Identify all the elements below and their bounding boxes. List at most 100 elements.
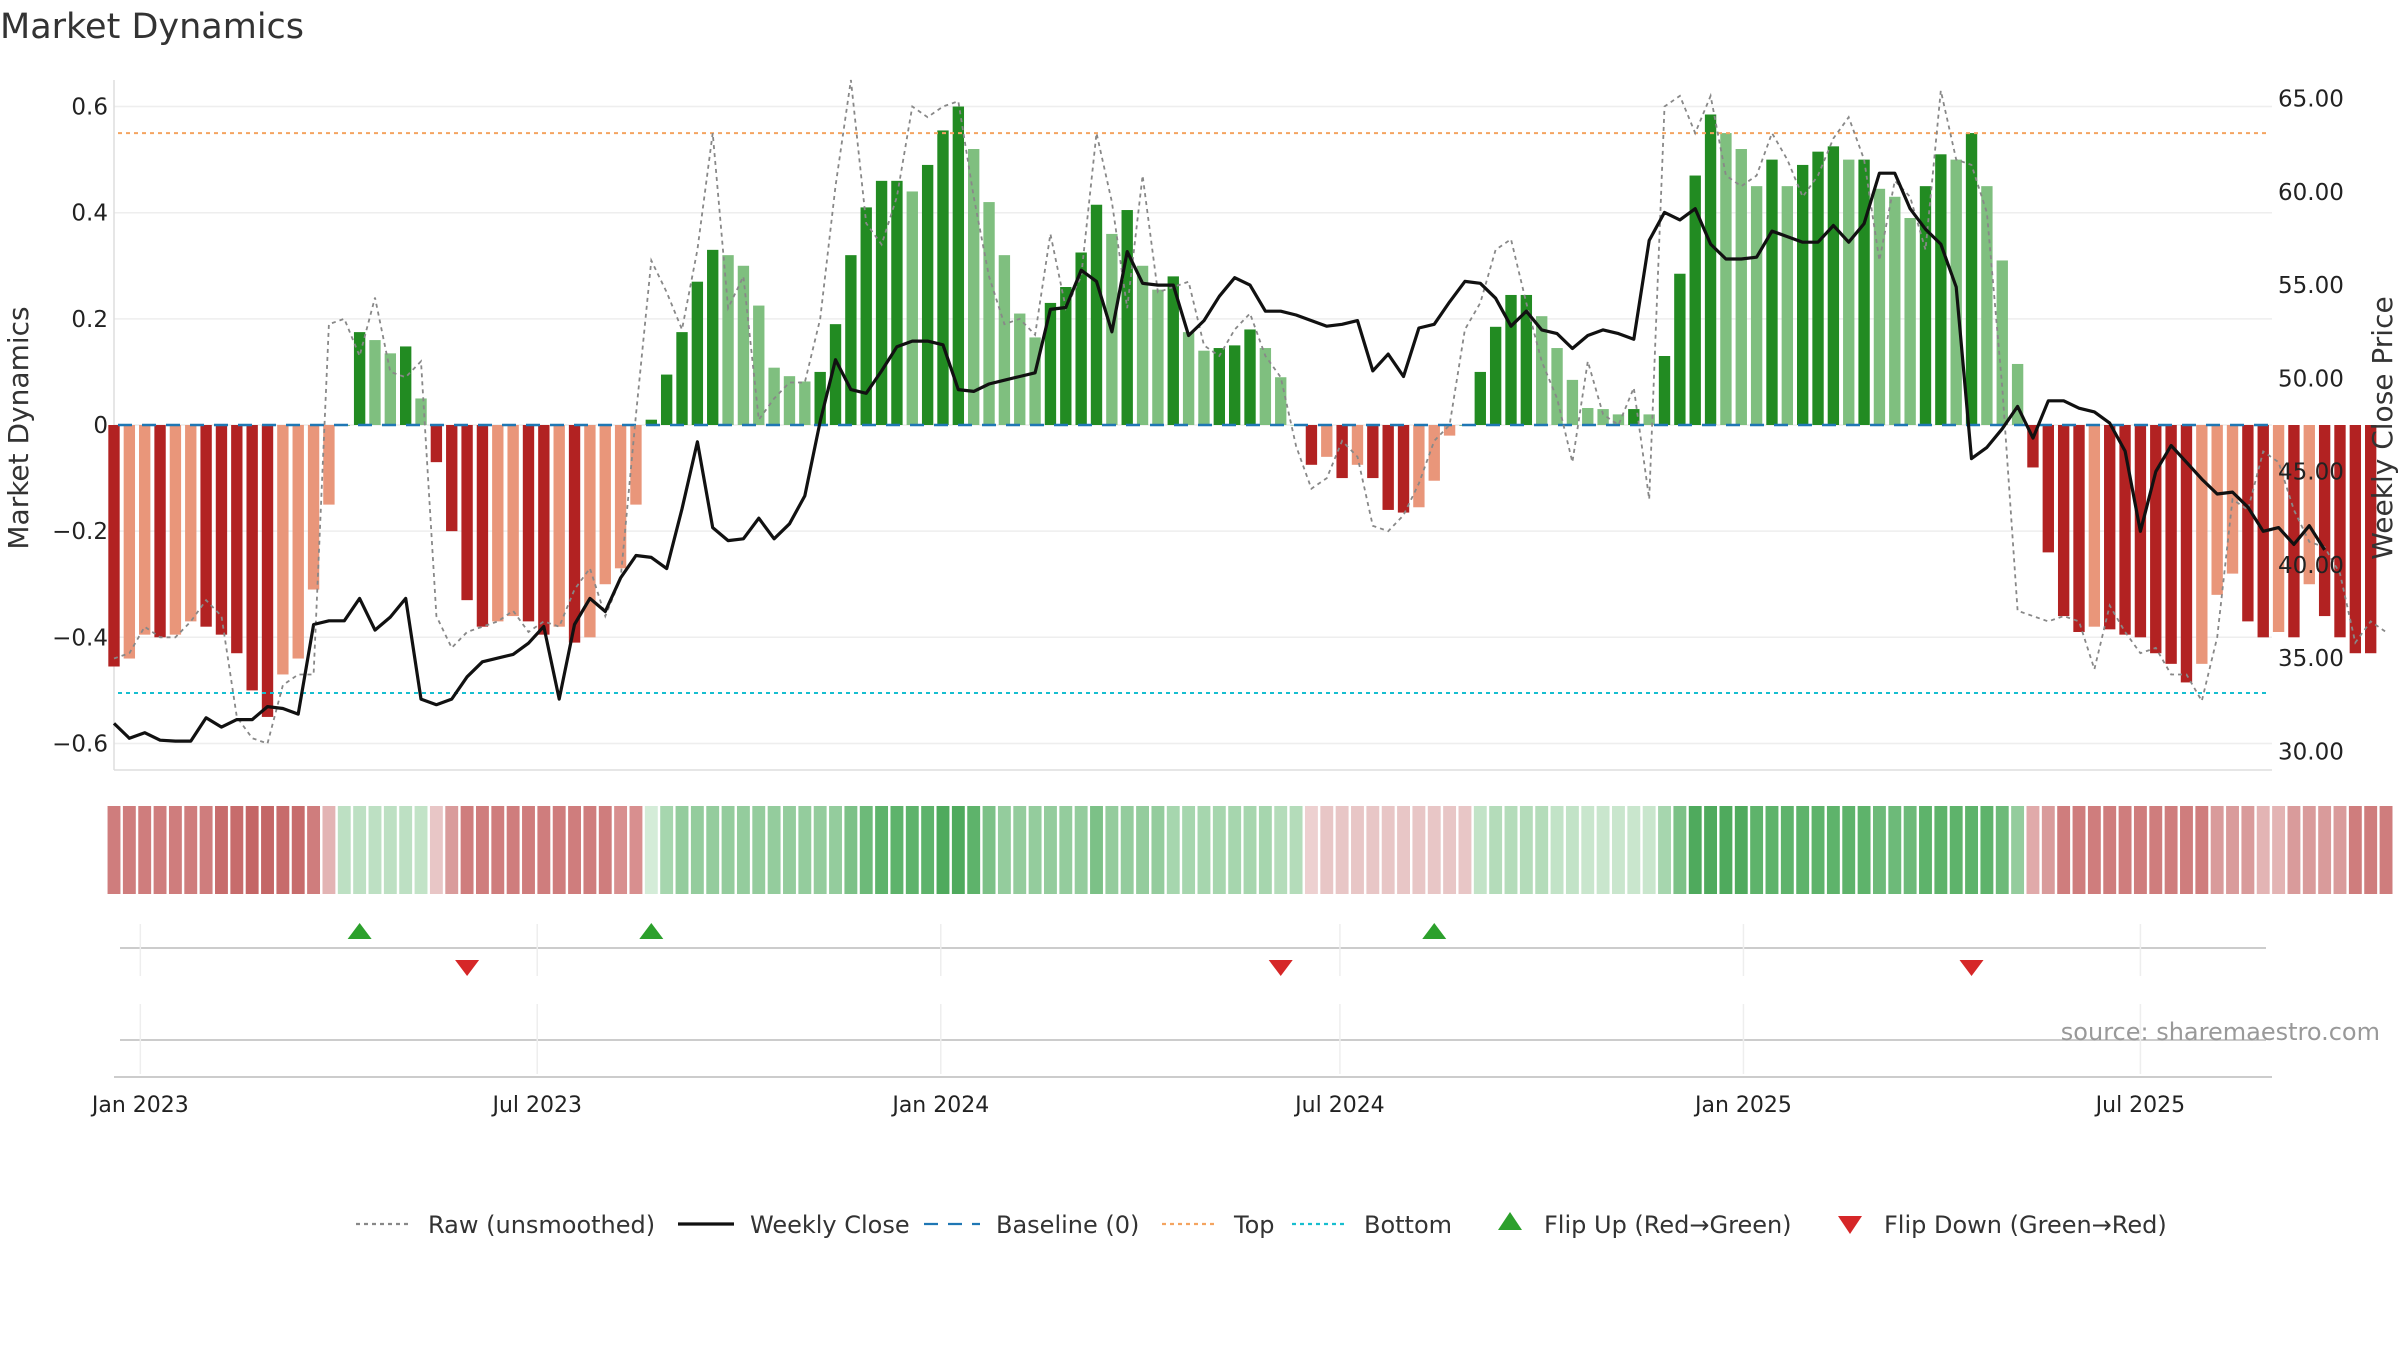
strip-cell [2348,806,2362,894]
strip-cell [2318,806,2332,894]
momentum-bar [1075,252,1087,425]
momentum-bar [1674,273,1686,425]
momentum-bar [2365,425,2377,654]
strip-cell [1519,806,1533,894]
strip-cell [2256,806,2270,894]
strip-cell [2302,806,2316,894]
strip-cell [1304,806,1318,894]
momentum-bar [2104,425,2116,630]
momentum-bar [123,425,136,659]
momentum-bar [1935,154,1947,426]
momentum-bar [2027,425,2039,468]
strip-cell [1166,806,1180,894]
strip-cell [1351,806,1364,894]
momentum-bar [2303,425,2315,585]
momentum-bar [2011,363,2024,425]
strip-cell [644,806,658,894]
strip-cell [153,806,167,894]
momentum-bar [1060,287,1072,425]
left-y-tick-label: −0.2 [52,519,108,545]
source-note: source: sharemaestro.com [2061,1018,2380,1046]
left-y-tick-label: 0 [93,413,108,439]
strip-cell [184,806,198,894]
legend-item-flip_down: Flip Down (Green→Red) [1838,1211,2167,1239]
momentum-bar [1121,210,1133,425]
strip-cell [2133,806,2147,894]
momentum-bar [1428,425,1440,481]
momentum-bar [261,425,274,717]
momentum-bar [630,425,642,505]
momentum-bar [660,374,673,425]
strip-cell [1811,806,1825,894]
momentum-bar [507,425,519,617]
momentum-bar [384,353,397,425]
momentum-bar [492,425,504,622]
strip-cell [614,806,628,894]
legend-flip-up-marker [1498,1212,1522,1230]
right-y-tick-label: 35.00 [2278,646,2344,672]
momentum-bar [1658,356,1671,425]
strip-cell [429,806,443,894]
momentum-bar [1812,151,1824,425]
legend-item-top: Top [1162,1211,1275,1239]
strip-cell [1995,806,2009,894]
flip-markers [347,923,1984,976]
momentum-bar [1321,425,1333,457]
momentum-bar [1981,186,1993,425]
strip-cell [1949,806,1963,894]
momentum-bar [292,425,304,659]
strip-cell [2149,806,2163,894]
momentum-bar [200,425,212,627]
strip-cell [2011,806,2025,894]
strip-cell [552,806,566,894]
strip-cell [1888,806,1902,894]
momentum-bar [1505,294,1517,425]
momentum-bar [860,207,872,425]
momentum-bar [1489,326,1502,425]
right-y-tick-label: 55.00 [2278,273,2344,299]
strip-cell [2241,806,2255,894]
bottom-panel-gridlines [139,1004,2142,1074]
strip-cell [629,806,643,894]
strip-cell [1965,806,1978,894]
strip-cell [1642,806,1656,894]
momentum-bar [1919,186,1932,425]
momentum-bar [737,265,750,425]
strip-cell [2364,806,2378,894]
momentum-bar [1889,196,1901,425]
left-y-tick-label: 0.2 [71,307,108,333]
momentum-bar [722,255,734,425]
strip-cell [1919,806,1932,894]
momentum-bar [1198,350,1210,425]
strip-cell [2103,806,2117,894]
momentum-bar [1090,204,1103,425]
legend-item-raw: Raw (unsmoothed) [356,1211,655,1239]
momentum-bar [1014,313,1026,425]
momentum-bar [538,425,550,635]
strip-cell [2333,806,2347,894]
strip-cell [951,806,965,894]
main-panel: 0.6 0.4 0.2 0 −0.2 −0.4 −0.6 65.00 60.00 55.00 50… [2,79,2399,771]
momentum-bar [1628,409,1640,425]
flip-down-marker [1268,960,1293,976]
strip-cell [1612,806,1625,894]
left-y-axis-label: Market Dynamics [2,306,35,549]
momentum-bar [185,425,197,622]
right-y-axis-label: Weekly Close Price [2366,296,2399,559]
strip-cell [2057,806,2071,894]
flip-panel-gridlines [139,924,2142,976]
right-y-tick-label: 60.00 [2278,180,2344,206]
strip-cell [537,806,551,894]
strip-cell [1412,806,1426,894]
strip-cell [2180,806,2193,894]
momentum-bar [1182,332,1195,425]
strip-cell [752,806,766,894]
momentum-bar [937,130,949,425]
momentum-bar [845,255,857,425]
strip-cell [1197,806,1211,894]
strip-cell [1136,806,1150,894]
momentum-bar [1244,329,1256,425]
momentum-bar [1750,186,1763,425]
strip-cell [368,806,382,894]
strip-cell [1596,806,1610,894]
